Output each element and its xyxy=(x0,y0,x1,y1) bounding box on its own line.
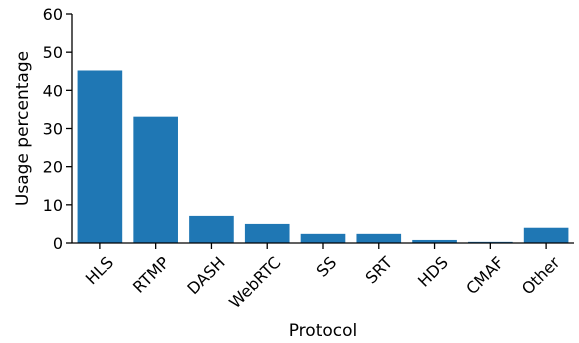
x-tick-label-hls: HLS xyxy=(82,253,117,288)
y-tick-label: 10 xyxy=(43,196,63,215)
x-tick-label-ss: SS xyxy=(313,253,341,281)
y-tick-label: 30 xyxy=(43,120,63,139)
y-tick-label: 60 xyxy=(43,5,63,24)
y-axis-title: Usage percentage xyxy=(13,51,33,206)
x-tick-label-other: Other xyxy=(518,253,564,299)
x-axis-title: Protocol xyxy=(289,321,358,341)
x-tick-label-cmaf: CMAF xyxy=(462,253,507,298)
bar-dash xyxy=(189,215,234,243)
bar-srt xyxy=(356,233,402,243)
bar-webrtc xyxy=(244,223,290,243)
x-tick-label-dash: DASH xyxy=(183,253,228,298)
bars-layer xyxy=(77,70,569,243)
x-tick-label-srt: SRT xyxy=(362,253,397,288)
x-tick-label-rtmp: RTMP xyxy=(129,253,173,297)
bar-other xyxy=(523,227,569,243)
y-ticks: 0 10 20 30 40 50 60 xyxy=(43,5,72,253)
y-tick-label: 20 xyxy=(43,158,63,177)
x-tick-label-webrtc: WebRTC xyxy=(225,253,284,312)
x-tick-label-hds: HDS xyxy=(414,253,452,291)
bar-ss xyxy=(300,233,346,243)
y-tick-label: 50 xyxy=(43,43,63,62)
y-tick-label: 0 xyxy=(53,234,63,253)
bar-hds xyxy=(412,239,457,243)
bar-hls xyxy=(77,70,123,243)
bar-rtmp xyxy=(133,116,178,243)
y-tick-label: 40 xyxy=(43,81,63,100)
